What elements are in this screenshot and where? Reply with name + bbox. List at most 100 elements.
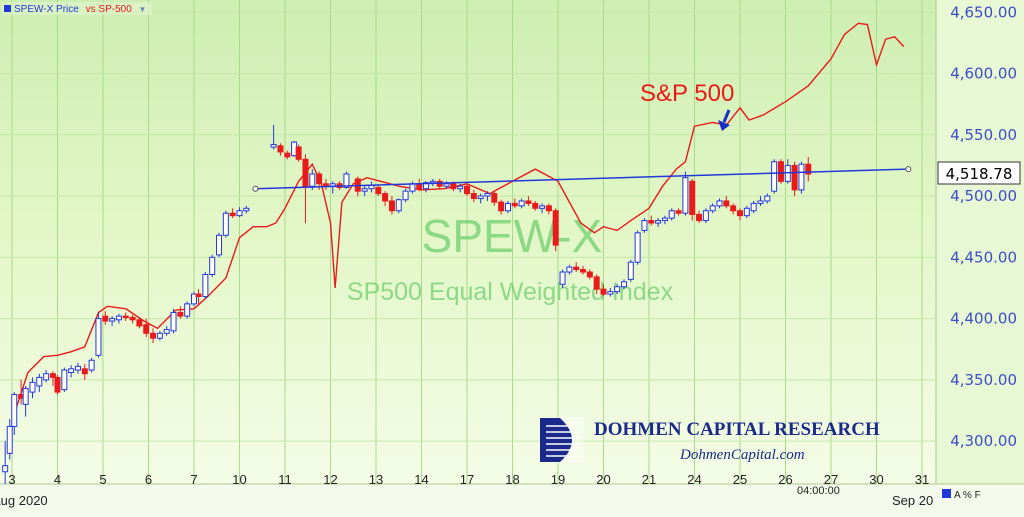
candle-body xyxy=(95,318,102,356)
x-tick-label: 13 xyxy=(369,472,383,487)
candlestick xyxy=(243,205,250,214)
candle-body xyxy=(156,332,163,339)
candlestick xyxy=(750,200,757,214)
x-tick-label: 26 xyxy=(778,472,792,487)
candle-body xyxy=(771,161,778,192)
candlestick xyxy=(689,178,696,221)
candle-body xyxy=(222,212,229,236)
candle-body xyxy=(302,158,309,187)
candle-body xyxy=(743,207,750,217)
candlestick xyxy=(202,272,209,299)
candlestick xyxy=(29,377,36,399)
candlestick xyxy=(36,373,43,393)
x-tick-label: 6 xyxy=(145,472,152,487)
candle-body xyxy=(737,210,743,217)
x-tick-label: 25 xyxy=(733,472,747,487)
candlestick xyxy=(470,189,477,203)
candle-body xyxy=(709,205,716,212)
series-color-swatch xyxy=(4,5,11,12)
y-axis-panel xyxy=(936,0,1024,484)
candlestick xyxy=(361,186,368,197)
candlestick xyxy=(791,161,798,197)
candle-body xyxy=(395,199,402,212)
candlestick xyxy=(696,210,703,224)
candle-body xyxy=(477,195,484,200)
candlestick xyxy=(49,371,56,386)
candlestick xyxy=(395,198,402,214)
candlestick xyxy=(648,215,655,226)
candle-body xyxy=(798,163,805,191)
down-arrow-icon xyxy=(718,109,731,131)
candle-body xyxy=(309,173,316,187)
x-tick-label: 3 xyxy=(8,472,15,487)
candle-body xyxy=(284,152,291,158)
candle-body xyxy=(791,164,798,191)
candlestick xyxy=(498,199,505,215)
x-tick-label: 30 xyxy=(869,472,883,487)
candle-body xyxy=(361,188,368,192)
x-tick-label: 24 xyxy=(687,472,701,487)
x-tick-label: 4 xyxy=(54,472,61,487)
candlestick xyxy=(532,200,539,211)
x-tick-label: 18 xyxy=(505,472,519,487)
candlestick xyxy=(375,185,382,197)
candle-body xyxy=(716,200,723,207)
candle-body xyxy=(423,182,430,190)
trendline-handle-start[interactable] xyxy=(252,185,259,192)
x-tick-label: 11 xyxy=(278,472,292,487)
last-price-label: 4,518.78 xyxy=(946,165,1013,183)
candle-body xyxy=(689,180,696,215)
candle-body xyxy=(470,193,477,200)
trendline-handle-end[interactable] xyxy=(905,166,912,173)
candlestick xyxy=(552,208,559,252)
candle-body xyxy=(343,173,350,188)
vs-label: vs SP-500 xyxy=(86,4,133,15)
y-tick-label: 4,400.00 xyxy=(950,310,1017,328)
candlestick xyxy=(511,198,518,209)
candle-body xyxy=(764,195,771,202)
candlestick xyxy=(641,218,648,233)
candlestick xyxy=(491,191,498,206)
candle-body xyxy=(54,376,61,393)
candlestick xyxy=(277,143,284,156)
x-axis-panel xyxy=(0,484,1024,517)
candlestick xyxy=(209,254,216,277)
candle-body xyxy=(102,315,109,322)
last-price-badge xyxy=(937,161,1021,185)
candle-body xyxy=(491,193,498,203)
candlestick xyxy=(284,150,291,160)
candle-body xyxy=(566,266,573,273)
candle-body xyxy=(620,281,627,288)
watermark-title: SPEW-X xyxy=(422,210,603,262)
y-tick-label: 4,550.00 xyxy=(950,126,1017,144)
candle-body xyxy=(22,387,29,405)
footer-controls[interactable]: A % F xyxy=(954,490,981,501)
candle-body xyxy=(243,207,250,212)
chart-header[interactable]: SPEW-X Price vs SP-500 ▼ xyxy=(2,2,152,15)
footer-control-swatch[interactable] xyxy=(942,489,951,498)
trendline[interactable] xyxy=(255,168,909,190)
x-axis-ticks: 3 4 5 6 7 10 11 12 13 14 17 18 19 20 21 24 25 26 27 30 31 xyxy=(8,472,929,487)
candlestick xyxy=(716,198,723,209)
candle-body xyxy=(43,373,50,381)
candle-body xyxy=(586,271,593,278)
candle-body xyxy=(170,311,177,332)
x-tick-label: 31 xyxy=(915,472,929,487)
candlestick xyxy=(504,200,511,214)
candle-body xyxy=(122,315,129,319)
candlestick xyxy=(122,312,129,322)
candle-body xyxy=(525,200,532,204)
candlestick xyxy=(402,188,409,203)
candlestick xyxy=(682,171,689,216)
candle-body xyxy=(382,193,389,202)
candlestick xyxy=(2,441,9,484)
candlestick xyxy=(580,265,587,275)
svg-text:SPEW-X Price vs SP-500: SPEW-X Price vs SP-500 ▼ xyxy=(14,4,146,15)
dohmen-logo-mark xyxy=(540,417,584,463)
candle-body xyxy=(163,329,170,334)
candle-body xyxy=(675,210,682,214)
candle-body xyxy=(504,202,511,212)
candle-body xyxy=(702,210,709,222)
